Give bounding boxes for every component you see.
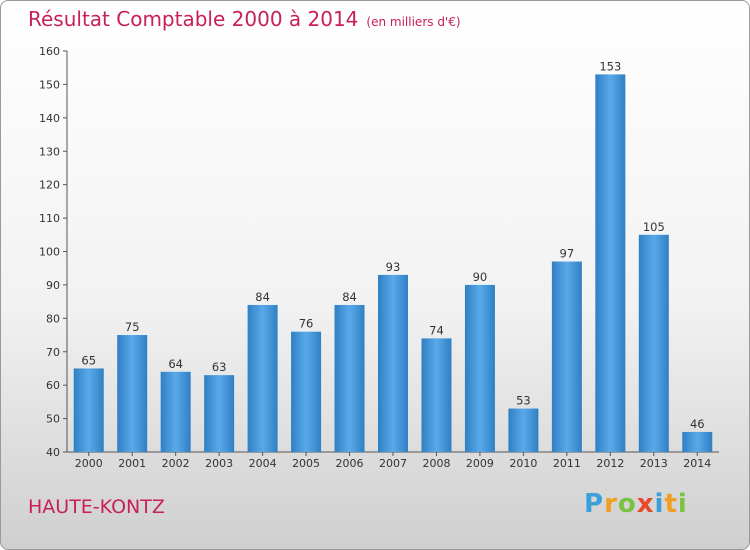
x-tick-label: 2008 xyxy=(422,457,450,470)
y-tick-label: 130 xyxy=(39,145,60,158)
bar-value-label: 53 xyxy=(516,394,531,408)
x-tick-label: 2010 xyxy=(509,457,537,470)
bar-value-label: 63 xyxy=(212,360,227,374)
x-tick-label: 2014 xyxy=(683,457,711,470)
bar-value-label: 153 xyxy=(599,59,621,73)
bar xyxy=(334,304,365,452)
bar xyxy=(551,261,582,452)
bar-value-label: 105 xyxy=(643,220,665,234)
logo-letter: P xyxy=(584,489,605,519)
y-tick-label: 90 xyxy=(46,279,60,292)
bar-value-label: 84 xyxy=(342,290,357,304)
bar xyxy=(247,304,278,452)
bar xyxy=(595,74,626,453)
x-tick-label: 2001 xyxy=(118,457,146,470)
x-tick-label: 2005 xyxy=(292,457,320,470)
bar-value-label: 93 xyxy=(386,260,401,274)
bar-value-label: 90 xyxy=(473,270,488,284)
bar xyxy=(291,331,322,452)
y-tick-label: 60 xyxy=(46,379,60,392)
x-tick-label: 2012 xyxy=(596,457,624,470)
bar xyxy=(204,375,235,452)
x-tick-label: 2013 xyxy=(640,457,668,470)
x-tick-label: 2004 xyxy=(249,457,277,470)
bar xyxy=(638,234,669,452)
logo-letter: i xyxy=(677,489,688,519)
logo-letter: x xyxy=(636,489,655,519)
bar xyxy=(117,335,148,452)
bar xyxy=(73,368,104,452)
bar-value-label: 76 xyxy=(299,317,314,331)
bar-value-label: 64 xyxy=(168,357,183,371)
bar-value-label: 75 xyxy=(125,320,140,334)
chart-title-text: Résultat Comptable 2000 à 2014 xyxy=(28,7,359,31)
y-tick-label: 110 xyxy=(39,212,60,225)
logo-letter: r xyxy=(604,489,618,519)
y-tick-label: 80 xyxy=(46,312,60,325)
bar-value-label: 84 xyxy=(255,290,270,304)
y-tick-label: 140 xyxy=(39,112,60,125)
bar xyxy=(421,338,452,452)
x-tick-label: 2000 xyxy=(75,457,103,470)
bar-value-label: 97 xyxy=(560,247,575,261)
y-tick-label: 150 xyxy=(39,78,60,91)
x-tick-label: 2006 xyxy=(336,457,364,470)
bar-value-label: 65 xyxy=(81,353,96,367)
y-tick-label: 100 xyxy=(39,246,60,259)
x-tick-label: 2007 xyxy=(379,457,407,470)
chart-title: Résultat Comptable 2000 à 2014 (en millie… xyxy=(28,7,461,31)
x-tick-label: 2002 xyxy=(162,457,190,470)
y-tick-label: 160 xyxy=(39,45,60,58)
y-tick-label: 70 xyxy=(46,346,60,359)
y-tick-label: 120 xyxy=(39,179,60,192)
proxiti-logo: Proxiti xyxy=(584,489,688,519)
y-tick-label: 50 xyxy=(46,413,60,426)
bar-chart: 40 50 60 70 80 90 100 110 120 130 140 150 160 2000 200… xyxy=(39,45,719,470)
x-tick-label: 2009 xyxy=(466,457,494,470)
bar xyxy=(160,371,191,452)
x-tick-label: 2003 xyxy=(205,457,233,470)
bar-value-label: 46 xyxy=(690,417,705,431)
bar xyxy=(508,408,539,452)
y-tick-label: 40 xyxy=(46,446,60,459)
bar xyxy=(464,284,495,452)
bar-value-label: 74 xyxy=(429,323,444,337)
logo-letter: t xyxy=(664,489,678,519)
bar xyxy=(682,431,713,452)
x-tick-label: 2011 xyxy=(553,457,581,470)
logo-letter: o xyxy=(617,489,637,519)
chart-subtitle: (en milliers d'€) xyxy=(366,15,461,29)
location-label: HAUTE-KONTZ xyxy=(28,496,165,518)
bar xyxy=(378,274,408,452)
logo-letter: i xyxy=(654,489,665,519)
